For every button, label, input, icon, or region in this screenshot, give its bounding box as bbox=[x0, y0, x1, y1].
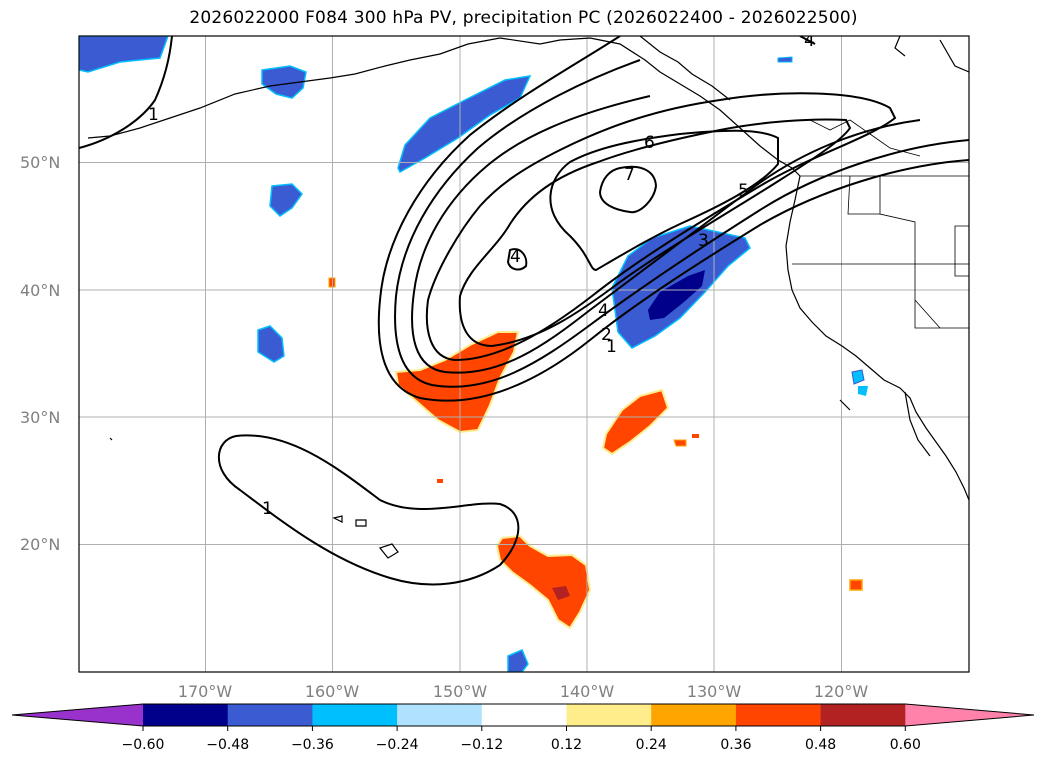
precip-neg-area bbox=[851, 369, 865, 385]
pv-label: 4 bbox=[510, 247, 521, 267]
lat-label: 20°N bbox=[20, 535, 60, 554]
lon-label: 170°W bbox=[178, 682, 233, 701]
lon-label: 130°W bbox=[687, 682, 742, 701]
pv-contour-1 bbox=[377, 36, 969, 402]
lon-label: 150°W bbox=[433, 682, 488, 701]
colorbar-tick-label: 0.24 bbox=[636, 737, 667, 753]
lon-label: 120°W bbox=[814, 682, 869, 701]
precip-neg-area bbox=[257, 325, 285, 363]
precip-neg-area bbox=[261, 65, 307, 99]
precip-neg-area bbox=[858, 386, 868, 396]
coastlines bbox=[87, 36, 969, 559]
pv-contour-5 bbox=[458, 118, 852, 348]
border bbox=[879, 176, 969, 329]
colorbar-tick-label: 0.12 bbox=[551, 737, 582, 753]
coastline bbox=[639, 36, 731, 101]
coastline bbox=[109, 437, 113, 441]
colorbar-bin bbox=[820, 704, 906, 726]
coastline bbox=[939, 39, 969, 73]
lat-label: 30°N bbox=[20, 408, 60, 427]
lat-label: 50°N bbox=[20, 153, 60, 172]
colorbar-extend-low bbox=[12, 704, 143, 726]
pv-contours bbox=[79, 36, 969, 586]
map-frame bbox=[78, 35, 970, 673]
pv-label: 1 bbox=[148, 105, 159, 125]
border bbox=[847, 175, 880, 215]
coastline bbox=[894, 36, 906, 57]
precip-dark-pos-area bbox=[552, 586, 570, 600]
coastline bbox=[87, 37, 501, 139]
pv-label: 7 bbox=[624, 165, 635, 185]
colorbar-tick-label: 0.48 bbox=[805, 737, 836, 753]
border bbox=[954, 225, 969, 277]
pv-contour-6 bbox=[549, 129, 779, 272]
precip-pos-area bbox=[849, 579, 863, 591]
precip-neg-area bbox=[507, 649, 529, 672]
pv-label: 4 bbox=[804, 31, 815, 51]
pv-contour-3 bbox=[411, 95, 921, 374]
pv-label: 5 bbox=[738, 181, 749, 201]
colorbar-bin bbox=[397, 704, 483, 726]
colorbar-tick-label: −0.36 bbox=[291, 737, 334, 753]
colorbar-tick-label: 0.36 bbox=[720, 737, 751, 753]
map-title: 2026022000 F084 300 hPa PV, precipitatio… bbox=[189, 8, 858, 28]
colorbar-bin bbox=[312, 704, 398, 726]
lon-label: 140°W bbox=[560, 682, 615, 701]
colorbar-tick-label: −0.12 bbox=[460, 737, 503, 753]
precip-pos-area bbox=[495, 534, 592, 630]
precip-pos-area bbox=[601, 388, 670, 456]
longitude-labels: 170°W 160°W 150°W 140°W 130°W 120°W bbox=[178, 682, 869, 701]
pv-contour-labels: 1 1 2 3 4 5 6 7 1 4 4 bbox=[148, 31, 815, 519]
colorbar: −0.60 −0.48 −0.36 −0.24 −0.12 0.12 0.24 0.36 0.4… bbox=[11, 703, 1035, 753]
pv-label: 1 bbox=[262, 499, 273, 519]
pv-label: 6 bbox=[644, 133, 655, 153]
border bbox=[809, 119, 921, 157]
precip-pos-area bbox=[673, 439, 687, 447]
pv-contour-7 bbox=[598, 165, 658, 214]
pv-contour-2 bbox=[394, 59, 969, 388]
colorbar-bin bbox=[566, 704, 652, 726]
colorbar-extend-high bbox=[905, 704, 1034, 726]
colorbar-bin bbox=[227, 704, 313, 726]
country-state-borders bbox=[792, 119, 969, 329]
pv-contour-4 bbox=[425, 92, 897, 362]
colorbar-tick-label: 0.60 bbox=[890, 737, 921, 753]
colorbar-bin bbox=[651, 704, 737, 726]
pv-contour-4-ne bbox=[799, 36, 816, 45]
precip-neg-area bbox=[269, 183, 303, 217]
pv-contour-4-closed bbox=[506, 248, 528, 271]
pv-label: 4 bbox=[598, 301, 609, 321]
pv-label: 2 bbox=[601, 325, 612, 345]
coastline bbox=[378, 543, 399, 559]
colorbar-bin bbox=[143, 704, 229, 726]
coastline bbox=[904, 391, 931, 457]
latitude-labels: 50°N 40°N 30°N 20°N bbox=[20, 153, 60, 554]
gridlines bbox=[79, 36, 969, 672]
pv-contour-1-nw bbox=[79, 36, 173, 149]
coastline bbox=[839, 399, 851, 411]
coastline bbox=[499, 37, 801, 177]
lat-label: 40°N bbox=[20, 281, 60, 300]
colorbar-tick-label: −0.48 bbox=[206, 737, 249, 753]
colorbar-tick-label: −0.24 bbox=[376, 737, 419, 753]
precip-pos-area bbox=[692, 434, 699, 438]
precip-dark-area bbox=[648, 270, 705, 320]
colorbar-bin bbox=[735, 704, 822, 726]
precip-neg-area bbox=[79, 36, 169, 73]
border bbox=[914, 299, 941, 329]
coastline bbox=[332, 515, 343, 523]
lon-label: 160°W bbox=[305, 682, 360, 701]
coastline bbox=[355, 519, 367, 527]
precip-neg-area bbox=[397, 75, 532, 174]
coastline bbox=[785, 175, 969, 501]
colorbar-bin bbox=[481, 704, 567, 726]
precip-pos-area bbox=[437, 479, 443, 483]
precip-neg-area bbox=[777, 56, 793, 63]
pv-label: 1 bbox=[606, 337, 617, 357]
pv-label: 3 bbox=[698, 231, 709, 251]
pv-contour-1-subtropical bbox=[217, 434, 520, 586]
positive-precip-areas bbox=[328, 277, 863, 630]
colorbar-tick-label: −0.60 bbox=[122, 737, 165, 753]
